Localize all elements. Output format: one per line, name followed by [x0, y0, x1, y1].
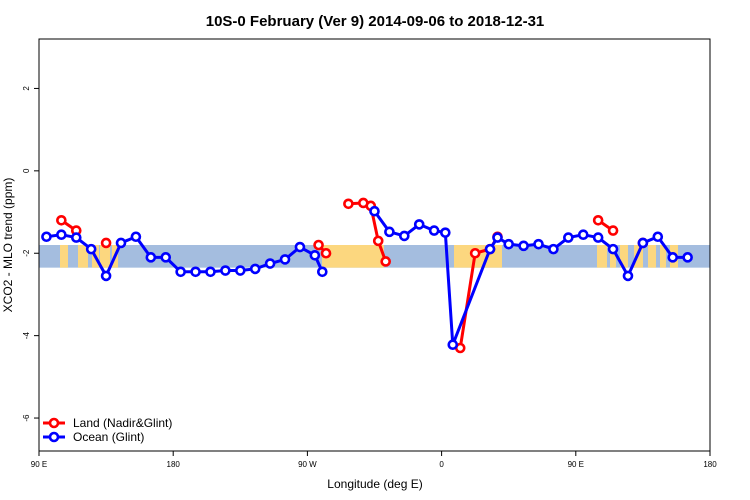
ocean-point	[447, 339, 459, 351]
land-point	[592, 214, 604, 226]
y-tick-label: -2	[22, 249, 31, 257]
y-tick-label: -6	[22, 414, 31, 422]
ocean-point	[503, 238, 515, 250]
ocean-point	[85, 243, 97, 255]
land-point	[100, 237, 112, 249]
land-point	[469, 247, 481, 259]
ocean-point	[563, 232, 574, 243]
y-tick-label: 2	[22, 86, 31, 91]
ocean-point	[115, 237, 127, 249]
ocean-point	[484, 243, 496, 255]
x-tick-label: 90 E	[568, 460, 584, 469]
land-mass	[597, 245, 607, 268]
ocean-point	[56, 229, 67, 240]
ocean-point	[637, 237, 649, 249]
land-point	[607, 225, 619, 236]
land-mass	[78, 245, 88, 268]
x-axis-label: Longitude (deg E)	[327, 477, 422, 491]
land-mass	[322, 245, 384, 268]
land-mass	[648, 245, 656, 268]
land-point	[343, 198, 354, 210]
x-tick-label: 90 E	[31, 460, 47, 469]
ocean-point	[413, 219, 425, 230]
legend-ocean-marker	[48, 431, 60, 443]
ocean-point	[667, 252, 679, 263]
ocean-point	[518, 240, 529, 252]
ocean-point	[440, 227, 451, 238]
plot-area: 90 E 180 90 W 0 90 E 180 2 0 -2 -4 -6 Land (Nadir&G…	[22, 38, 717, 469]
chart-title: 10S-0 February (Ver 9) 2014-09-06 to 201…	[206, 13, 545, 30]
ocean-point	[175, 266, 186, 278]
ocean-point	[205, 266, 216, 278]
ocean-point	[249, 263, 261, 275]
ocean-point	[428, 225, 440, 236]
land-point	[320, 247, 332, 259]
ocean-point	[41, 231, 52, 243]
ocean-point	[279, 254, 291, 265]
ocean-point	[384, 226, 395, 238]
ocean-point	[190, 266, 201, 278]
legend-ocean-label: Ocean (Glint)	[73, 430, 144, 444]
ocean-point	[682, 252, 693, 263]
land-mass	[610, 245, 616, 268]
ocean-point	[309, 250, 321, 261]
ocean-point	[235, 265, 246, 276]
x-tick-label: 90 W	[298, 460, 317, 469]
ocean-point	[145, 252, 157, 263]
ocean-point	[607, 243, 619, 255]
legend-land-marker	[48, 417, 60, 429]
land-mass	[60, 245, 68, 268]
x-tick-label: 0	[439, 460, 444, 469]
ocean-point	[399, 230, 410, 242]
ocean-point	[592, 232, 604, 243]
ocean-point	[160, 252, 172, 263]
land-point	[56, 214, 67, 226]
land-mass	[660, 245, 666, 268]
ocean-point	[548, 243, 559, 255]
land-mass	[634, 245, 643, 268]
land-point	[380, 256, 391, 267]
ocean-point	[294, 241, 306, 253]
x-tick-label: 180	[167, 460, 181, 469]
ocean-point	[577, 229, 589, 240]
x-tick-label: 180	[703, 460, 717, 469]
ocean-point	[100, 270, 112, 282]
ocean-point	[264, 258, 276, 269]
legend-land-label: Land (Nadir&Glint)	[73, 416, 172, 430]
y-axis-label: XCO2 - MLO trend (ppm)	[1, 178, 15, 313]
land-mass	[620, 245, 628, 268]
ocean-point	[622, 270, 634, 282]
ocean-point	[220, 265, 231, 276]
ocean-point	[130, 231, 142, 243]
y-tick-label: -4	[22, 332, 31, 340]
ocean-point	[533, 238, 544, 250]
ocean-point	[652, 231, 664, 243]
ocean-series-line	[373, 210, 688, 347]
ocean-point	[317, 266, 328, 278]
plot-frame	[38, 38, 711, 452]
ocean-point	[492, 232, 503, 243]
land-mass	[100, 245, 110, 268]
ocean-point	[70, 232, 82, 243]
y-tick-label: 0	[22, 168, 31, 173]
land-point	[313, 239, 324, 251]
ocean-point	[369, 205, 380, 217]
land-point	[372, 235, 384, 247]
